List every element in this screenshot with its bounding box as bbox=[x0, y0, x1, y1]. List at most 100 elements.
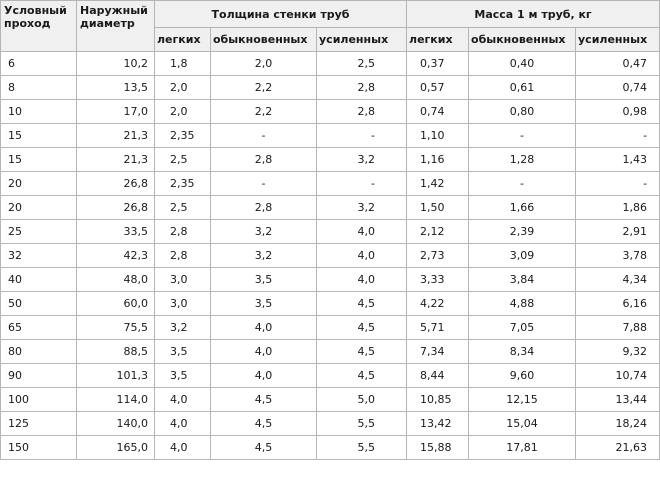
table-row: 20 26,8 2,5 2,8 3,2 1,50 1,66 1,86 bbox=[0, 195, 660, 220]
table-row: 15 21,3 2,35- -1,10- - bbox=[0, 123, 660, 148]
cell-nominal-bore: 90 bbox=[0, 363, 77, 388]
cell-mass-light: 8,44 bbox=[406, 363, 470, 388]
cell-thickness-light: 2,8 bbox=[154, 243, 211, 268]
cell-thickness-reinforced: 2,8 bbox=[315, 99, 408, 124]
cell-nominal-bore: 6 bbox=[0, 51, 77, 76]
cell-mass-ordinary: 9,60 bbox=[468, 363, 577, 388]
cell-outer-diameter: 88,5 bbox=[76, 339, 155, 364]
cell-outer-diameter: 114,0 bbox=[76, 387, 155, 412]
cell-thickness-reinforced: 2,8 bbox=[315, 75, 408, 100]
cell-thickness-reinforced: 3,2 bbox=[315, 195, 408, 220]
cell-thickness-reinforced: 2,5 bbox=[315, 51, 408, 76]
header-mass-ordinary: обыкновенных bbox=[468, 27, 577, 52]
pipe-table: Условный проход Наружный диаметр Толщина… bbox=[0, 0, 660, 460]
cell-thickness-light: 4,0 bbox=[154, 435, 211, 460]
cell-thickness-light: 4,0 bbox=[154, 411, 211, 436]
table-row: 90 101,3 3,5 4,0 4,5 8,44 9,60 10,74 bbox=[0, 363, 660, 388]
cell-outer-diameter: 17,0 bbox=[76, 99, 155, 124]
cell-thickness-reinforced: - bbox=[315, 171, 408, 196]
cell-mass-ordinary: 15,04 bbox=[468, 411, 577, 436]
cell-mass-light: 2,12 bbox=[406, 219, 470, 244]
header-mass-reinforced: усиленных bbox=[575, 27, 660, 52]
cell-outer-diameter: 33,5 bbox=[76, 219, 155, 244]
cell-thickness-ordinary: - bbox=[210, 123, 317, 148]
cell-thickness-reinforced: 5,5 bbox=[315, 411, 408, 436]
cell-mass-light: 0,37 bbox=[406, 51, 470, 76]
table-row: 6 10,2 1,8 2,0 2,5 0,37 0,40 0,47 bbox=[0, 51, 660, 76]
cell-mass-ordinary: 7,05 bbox=[468, 315, 577, 340]
cell-nominal-bore: 20 bbox=[0, 171, 77, 196]
cell-mass-reinforced: 0,98 bbox=[575, 99, 660, 124]
cell-outer-diameter: 21,3 bbox=[76, 147, 155, 172]
cell-outer-diameter: 42,3 bbox=[76, 243, 155, 268]
cell-thickness-ordinary: 3,2 bbox=[210, 243, 317, 268]
cell-thickness-light: 3,5 bbox=[154, 363, 211, 388]
cell-mass-ordinary: 3,84 bbox=[468, 267, 577, 292]
cell-thickness-reinforced: 4,5 bbox=[315, 315, 408, 340]
cell-thickness-light: 2,0 bbox=[154, 99, 211, 124]
cell-mass-ordinary: 17,81 bbox=[468, 435, 577, 460]
cell-outer-diameter: 75,5 bbox=[76, 315, 155, 340]
cell-thickness-reinforced: 4,0 bbox=[315, 219, 408, 244]
cell-nominal-bore: 65 bbox=[0, 315, 77, 340]
header-nominal-bore: Условный проход bbox=[0, 0, 77, 52]
cell-thickness-light: 1,8 bbox=[154, 51, 211, 76]
cell-thickness-ordinary: 2,2 bbox=[210, 99, 317, 124]
cell-thickness-reinforced: 4,5 bbox=[315, 363, 408, 388]
header-mass-light: легких bbox=[406, 27, 470, 52]
table-row: 100 114,0 4,0 4,5 5,0 10,85 12,15 13,44 bbox=[0, 387, 660, 412]
cell-mass-reinforced: 13,44 bbox=[575, 387, 660, 412]
cell-mass-ordinary: 4,88 bbox=[468, 291, 577, 316]
cell-mass-light: 7,34 bbox=[406, 339, 470, 364]
cell-mass-reinforced: 21,63 bbox=[575, 435, 660, 460]
cell-mass-light: 1,16 bbox=[406, 147, 470, 172]
cell-mass-reinforced: 4,34 bbox=[575, 267, 660, 292]
table-row: 40 48,0 3,0 3,5 4,0 3,33 3,84 4,34 bbox=[0, 267, 660, 292]
cell-mass-reinforced: 3,78 bbox=[575, 243, 660, 268]
cell-outer-diameter: 101,3 bbox=[76, 363, 155, 388]
cell-thickness-reinforced: 4,0 bbox=[315, 243, 408, 268]
header-row-1: Условный проход Наружный диаметр Толщина… bbox=[0, 0, 660, 52]
cell-mass-reinforced: 7,88 bbox=[575, 315, 660, 340]
cell-thickness-ordinary: 2,8 bbox=[210, 147, 317, 172]
cell-mass-light: 5,71 bbox=[406, 315, 470, 340]
cell-thickness-ordinary: 3,5 bbox=[210, 291, 317, 316]
cell-mass-ordinary: 0,40 bbox=[468, 51, 577, 76]
cell-mass-light: 15,88 bbox=[406, 435, 470, 460]
cell-thickness-ordinary: - bbox=[210, 171, 317, 196]
header-mass-per-meter: Масса 1 м труб, кг bbox=[406, 0, 660, 28]
table-row: 125 140,0 4,0 4,5 5,5 13,42 15,04 18,24 bbox=[0, 411, 660, 436]
cell-mass-reinforced: 0,74 bbox=[575, 75, 660, 100]
cell-mass-ordinary: 12,15 bbox=[468, 387, 577, 412]
header-thickness-reinforced: усиленных bbox=[315, 27, 408, 52]
cell-nominal-bore: 20 bbox=[0, 195, 77, 220]
cell-nominal-bore: 80 bbox=[0, 339, 77, 364]
cell-nominal-bore: 15 bbox=[0, 147, 77, 172]
cell-mass-ordinary: - bbox=[468, 171, 577, 196]
cell-mass-light: 4,22 bbox=[406, 291, 470, 316]
cell-mass-reinforced: - bbox=[575, 123, 660, 148]
cell-thickness-reinforced: 4,5 bbox=[315, 339, 408, 364]
cell-thickness-reinforced: 3,2 bbox=[315, 147, 408, 172]
cell-nominal-bore: 150 bbox=[0, 435, 77, 460]
cell-mass-light: 1,10 bbox=[406, 123, 470, 148]
cell-outer-diameter: 165,0 bbox=[76, 435, 155, 460]
cell-nominal-bore: 10 bbox=[0, 99, 77, 124]
cell-thickness-ordinary: 2,0 bbox=[210, 51, 317, 76]
cell-mass-reinforced: 1,86 bbox=[575, 195, 660, 220]
cell-mass-light: 1,50 bbox=[406, 195, 470, 220]
header-wall-thickness: Толщина стенки труб bbox=[153, 0, 408, 28]
header-row-2: легких обыкновенных усиленных легких обы… bbox=[1, 27, 660, 52]
cell-thickness-ordinary: 4,0 bbox=[210, 315, 317, 340]
cell-nominal-bore: 50 bbox=[0, 291, 77, 316]
cell-thickness-reinforced: 5,5 bbox=[315, 435, 408, 460]
cell-thickness-ordinary: 4,5 bbox=[210, 387, 317, 412]
cell-mass-light: 2,73 bbox=[406, 243, 470, 268]
cell-nominal-bore: 8 bbox=[0, 75, 77, 100]
table-row: 15 21,3 2,5 2,8 3,2 1,16 1,28 1,43 bbox=[0, 147, 660, 172]
table-row: 50 60,0 3,0 3,5 4,5 4,22 4,88 6,16 bbox=[0, 291, 660, 316]
cell-mass-reinforced: 10,74 bbox=[575, 363, 660, 388]
cell-outer-diameter: 48,0 bbox=[76, 267, 155, 292]
cell-nominal-bore: 100 bbox=[0, 387, 77, 412]
cell-thickness-light: 2,8 bbox=[154, 219, 211, 244]
